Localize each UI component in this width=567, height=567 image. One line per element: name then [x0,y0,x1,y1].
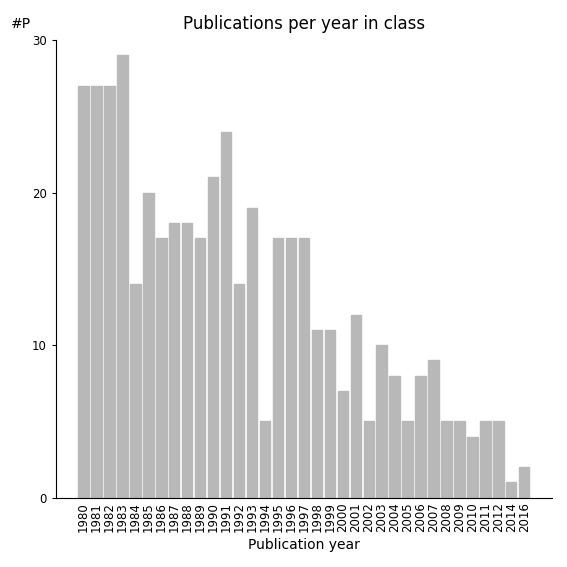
Bar [195,238,205,498]
Bar [117,56,128,498]
Y-axis label: #P: #P [11,17,31,31]
Bar [299,238,309,498]
Bar [78,86,89,498]
Bar [454,421,464,498]
Bar [350,315,361,498]
Bar [403,421,413,498]
Bar [325,330,335,498]
Bar [480,421,490,498]
Bar [208,177,218,498]
X-axis label: Publication year: Publication year [248,538,360,552]
Bar [130,284,141,498]
Bar [143,193,154,498]
Bar [519,467,530,498]
Bar [441,421,452,498]
Bar [493,421,503,498]
Bar [390,375,400,498]
Bar [156,238,167,498]
Bar [221,132,231,498]
Bar [247,208,257,498]
Bar [91,86,101,498]
Bar [416,375,426,498]
Bar [234,284,244,498]
Bar [506,483,517,498]
Bar [182,223,192,498]
Title: Publications per year in class: Publications per year in class [183,15,425,33]
Bar [467,437,477,498]
Bar [428,361,439,498]
Bar [260,421,270,498]
Bar [363,421,374,498]
Bar [312,330,322,498]
Bar [273,238,283,498]
Bar [169,223,180,498]
Bar [286,238,296,498]
Bar [337,391,348,498]
Bar [104,86,115,498]
Bar [376,345,387,498]
